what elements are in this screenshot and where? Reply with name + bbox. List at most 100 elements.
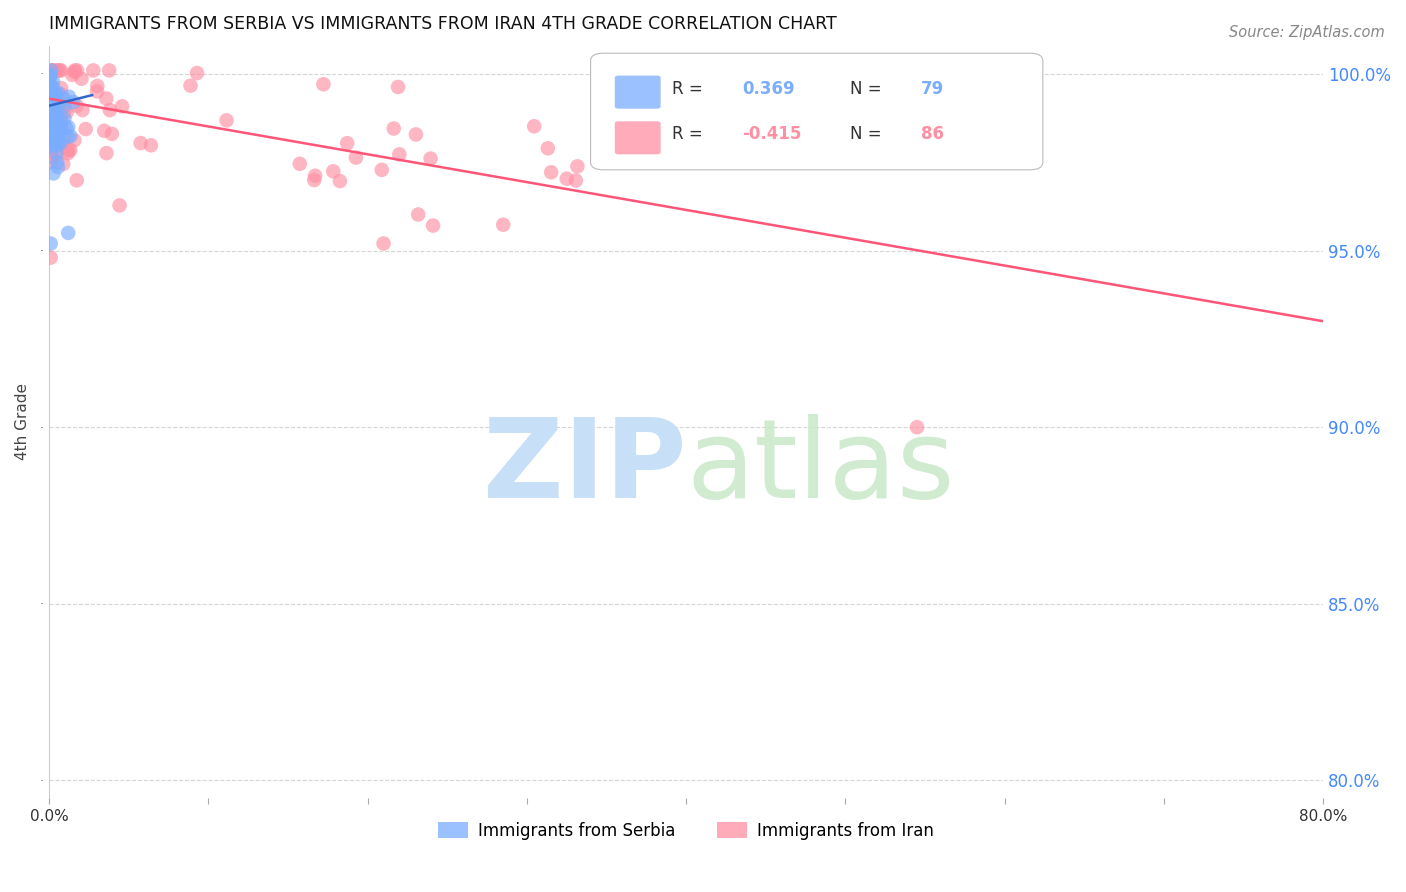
Text: 86: 86 bbox=[921, 125, 943, 143]
Immigrants from Iran bbox=[129, 136, 152, 150]
Immigrants from Serbia bbox=[45, 108, 67, 122]
Immigrants from Serbia bbox=[53, 112, 76, 126]
Immigrants from Iran bbox=[302, 173, 325, 187]
Immigrants from Iran bbox=[49, 63, 72, 78]
Immigrants from Iran bbox=[52, 133, 75, 147]
Immigrants from Serbia bbox=[53, 99, 76, 113]
Text: atlas: atlas bbox=[686, 414, 955, 521]
Immigrants from Iran bbox=[39, 140, 62, 154]
Immigrants from Serbia bbox=[38, 77, 60, 91]
Immigrants from Serbia bbox=[39, 69, 62, 83]
Immigrants from Iran bbox=[215, 113, 238, 128]
Immigrants from Serbia bbox=[58, 226, 80, 240]
Immigrants from Iran bbox=[422, 219, 444, 233]
Immigrants from Iran bbox=[108, 198, 131, 212]
Immigrants from Iran bbox=[406, 207, 429, 221]
Immigrants from Serbia bbox=[53, 92, 76, 106]
Immigrants from Iran bbox=[905, 420, 928, 434]
FancyBboxPatch shape bbox=[591, 54, 1043, 169]
Immigrants from Serbia bbox=[41, 120, 63, 135]
Immigrants from Iran bbox=[96, 146, 118, 161]
Immigrants from Iran bbox=[46, 63, 69, 78]
Immigrants from Iran bbox=[48, 136, 70, 150]
Immigrants from Iran bbox=[58, 144, 80, 158]
Immigrants from Iran bbox=[44, 137, 66, 152]
Immigrants from Serbia bbox=[49, 119, 72, 133]
Immigrants from Serbia bbox=[42, 109, 65, 123]
Immigrants from Iran bbox=[388, 147, 411, 161]
Immigrants from Serbia bbox=[41, 117, 63, 131]
Immigrants from Serbia bbox=[42, 115, 65, 129]
Immigrants from Iran bbox=[51, 121, 73, 136]
Immigrants from Iran bbox=[39, 143, 62, 157]
Immigrants from Serbia bbox=[42, 122, 65, 136]
Immigrants from Serbia bbox=[39, 88, 62, 103]
Immigrants from Iran bbox=[540, 165, 562, 179]
Immigrants from Serbia bbox=[56, 129, 79, 144]
Immigrants from Iran bbox=[382, 121, 405, 136]
Immigrants from Serbia bbox=[41, 121, 63, 136]
Immigrants from Iran bbox=[82, 63, 104, 78]
Immigrants from Iran bbox=[60, 68, 83, 82]
Text: 0.369: 0.369 bbox=[742, 80, 794, 98]
Immigrants from Iran bbox=[63, 65, 86, 79]
Immigrants from Serbia bbox=[42, 132, 65, 146]
Immigrants from Serbia bbox=[44, 103, 66, 117]
Immigrants from Serbia bbox=[41, 63, 63, 78]
Text: ZIP: ZIP bbox=[482, 414, 686, 521]
Immigrants from Serbia bbox=[44, 99, 66, 113]
Immigrants from Serbia bbox=[62, 95, 84, 109]
Immigrants from Iran bbox=[405, 128, 427, 142]
Immigrants from Iran bbox=[101, 127, 124, 141]
Immigrants from Iran bbox=[41, 150, 63, 164]
Immigrants from Serbia bbox=[41, 104, 63, 119]
Immigrants from Serbia bbox=[38, 128, 60, 142]
Immigrants from Iran bbox=[66, 99, 89, 113]
Immigrants from Serbia bbox=[41, 93, 63, 107]
Immigrants from Iran bbox=[66, 173, 89, 187]
Immigrants from Iran bbox=[373, 236, 395, 251]
Immigrants from Serbia bbox=[44, 91, 66, 105]
Immigrants from Serbia bbox=[59, 129, 82, 144]
Text: -0.415: -0.415 bbox=[742, 125, 801, 143]
Immigrants from Serbia bbox=[41, 117, 63, 131]
Immigrants from Iran bbox=[567, 160, 589, 174]
Text: R =: R = bbox=[672, 125, 709, 143]
Immigrants from Serbia bbox=[49, 113, 72, 128]
Text: N =: N = bbox=[851, 125, 882, 143]
Immigrants from Serbia bbox=[42, 103, 65, 118]
Legend: Immigrants from Serbia, Immigrants from Iran: Immigrants from Serbia, Immigrants from … bbox=[432, 815, 941, 847]
Immigrants from Serbia bbox=[42, 122, 65, 136]
Immigrants from Iran bbox=[304, 169, 326, 183]
Immigrants from Iran bbox=[70, 71, 93, 86]
Immigrants from Iran bbox=[39, 155, 62, 169]
Immigrants from Serbia bbox=[42, 137, 65, 152]
Immigrants from Iran bbox=[48, 118, 70, 132]
Immigrants from Iran bbox=[322, 164, 344, 178]
Immigrants from Iran bbox=[56, 105, 79, 120]
Immigrants from Iran bbox=[44, 112, 66, 127]
Immigrants from Iran bbox=[565, 173, 588, 187]
Immigrants from Iran bbox=[93, 124, 115, 138]
Immigrants from Iran bbox=[45, 63, 67, 78]
Immigrants from Serbia bbox=[55, 120, 77, 135]
Immigrants from Iran bbox=[86, 84, 108, 98]
Immigrants from Serbia bbox=[39, 118, 62, 132]
Immigrants from Iran bbox=[336, 136, 359, 151]
Immigrants from Serbia bbox=[45, 113, 67, 128]
Immigrants from Iran bbox=[56, 146, 79, 161]
Immigrants from Serbia bbox=[39, 99, 62, 113]
Immigrants from Iran bbox=[98, 103, 121, 117]
Immigrants from Serbia bbox=[42, 123, 65, 137]
Immigrants from Serbia bbox=[46, 138, 69, 153]
Immigrants from Serbia bbox=[48, 120, 70, 135]
Immigrants from Iran bbox=[75, 122, 97, 136]
Immigrants from Serbia bbox=[42, 101, 65, 115]
Immigrants from Serbia bbox=[39, 97, 62, 112]
Immigrants from Iran bbox=[492, 218, 515, 232]
Immigrants from Serbia bbox=[46, 85, 69, 99]
Immigrants from Serbia bbox=[42, 100, 65, 114]
Immigrants from Serbia bbox=[39, 85, 62, 99]
Immigrants from Iran bbox=[288, 157, 311, 171]
Text: N =: N = bbox=[851, 80, 882, 98]
